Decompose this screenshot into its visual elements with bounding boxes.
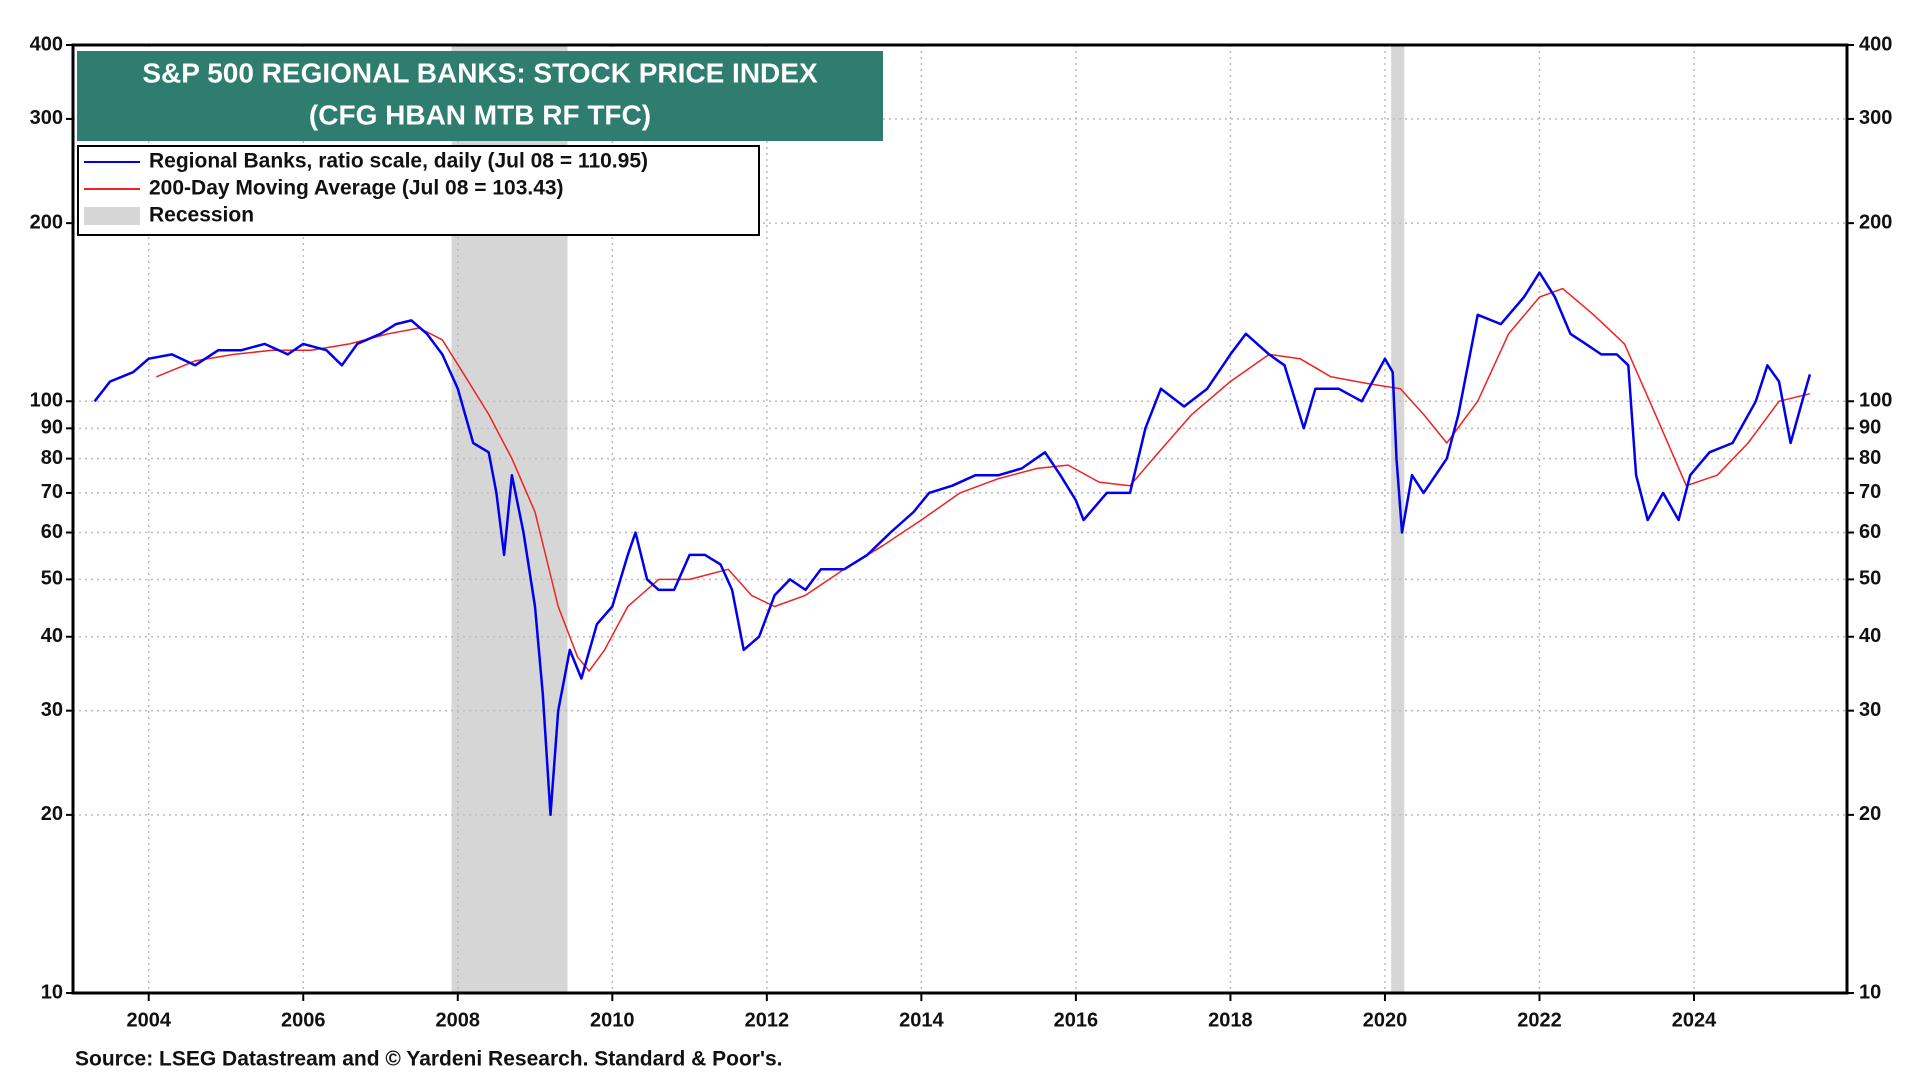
y-tick-label: 90 [41, 417, 63, 439]
y-tick-label: 60 [41, 521, 63, 543]
x-tick-label: 2006 [281, 1009, 326, 1031]
legend-label: Recession [149, 204, 254, 227]
series-line [156, 287, 1811, 672]
x-tick-label: 2024 [1672, 1009, 1717, 1031]
y-tick-label: 40 [41, 625, 63, 647]
title-box [77, 51, 883, 141]
y2-tick-label: 100 [1859, 390, 1892, 412]
y-tick-label: 300 [30, 107, 63, 129]
y2-tick-label: 400 [1859, 33, 1892, 55]
lines [93, 271, 1812, 817]
x-tick-label: 2014 [899, 1009, 944, 1031]
y-tick-label: 400 [30, 33, 63, 55]
legend-label: Regional Banks, ratio scale, daily (Jul … [149, 150, 648, 173]
y2-tick-label: 80 [1859, 447, 1881, 469]
y2-tick-label: 90 [1859, 417, 1881, 439]
y-tick-label: 50 [41, 568, 63, 590]
series-line [93, 271, 1812, 817]
y2-tick-label: 10 [1859, 981, 1881, 1003]
source-note: Source: LSEG Datastream and © Yardeni Re… [75, 1048, 782, 1071]
y-tick-label: 100 [30, 390, 63, 412]
y-tick-label: 70 [41, 481, 63, 503]
x-tick-label: 2012 [745, 1009, 790, 1031]
plot-frame [71, 43, 1849, 995]
legend: Regional Banks, ratio scale, daily (Jul … [84, 150, 648, 227]
legend-swatch [84, 207, 140, 225]
x-tick-label: 2020 [1363, 1009, 1408, 1031]
x-tick-label: 2008 [436, 1009, 481, 1031]
chart-subtitle: (CFG HBAN MTB RF TFC) [309, 99, 651, 130]
x-tick-label: 2010 [590, 1009, 635, 1031]
x-tick-label: 2018 [1208, 1009, 1253, 1031]
y-tick-label: 80 [41, 447, 63, 469]
chart-title: S&P 500 REGIONAL BANKS: STOCK PRICE INDE… [142, 57, 818, 88]
x-tick-label: 2004 [126, 1009, 171, 1031]
y2-tick-label: 300 [1859, 107, 1892, 129]
y-tick-label: 200 [30, 211, 63, 233]
y2-tick-label: 70 [1859, 481, 1881, 503]
y2-tick-label: 30 [1859, 699, 1881, 721]
y-tick-label: 10 [41, 981, 63, 1003]
y-tick-label: 30 [41, 699, 63, 721]
y2-tick-label: 20 [1859, 803, 1881, 825]
legend-box [77, 145, 760, 236]
y2-tick-label: 50 [1859, 568, 1881, 590]
y2-tick-label: 200 [1859, 211, 1892, 233]
x-tick-label: 2016 [1054, 1009, 1099, 1031]
y2-tick-label: 40 [1859, 625, 1881, 647]
x-tick-label: 2022 [1517, 1009, 1562, 1031]
recession-band [1391, 45, 1405, 993]
y-tick-label: 20 [41, 803, 63, 825]
y2-tick-label: 60 [1859, 521, 1881, 543]
legend-label: 200-Day Moving Average (Jul 08 = 103.43) [149, 177, 564, 200]
